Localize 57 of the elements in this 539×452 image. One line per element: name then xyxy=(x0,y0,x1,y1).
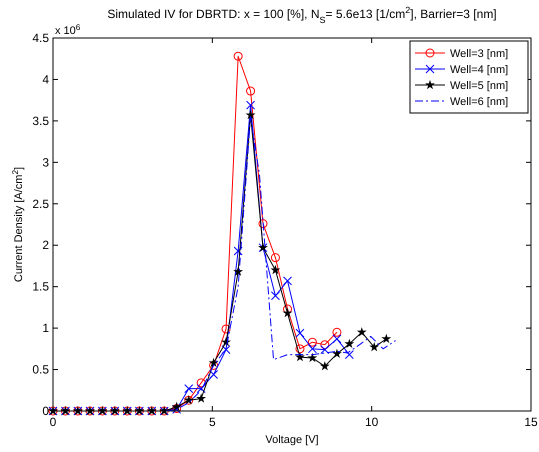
point xyxy=(308,344,317,354)
legend-label: Well=5 [nm] xyxy=(450,80,508,92)
legend-label: Well=3 [nm] xyxy=(450,48,508,60)
y-tick-label: 2 xyxy=(42,238,50,252)
point xyxy=(320,340,330,350)
point xyxy=(234,246,243,256)
point xyxy=(196,393,206,403)
point xyxy=(283,276,292,286)
y-tick-label: 0 xyxy=(42,404,50,418)
y-tick-label: 0.5 xyxy=(32,362,50,377)
x-tick-label: 10 xyxy=(364,415,379,429)
point xyxy=(258,219,268,228)
y-tick-label: 3.5 xyxy=(32,114,50,128)
y-tick-label: 3 xyxy=(42,155,50,170)
y-tick-label: 1.5 xyxy=(32,280,50,294)
point xyxy=(270,264,280,274)
x-axis-title: Voltage [V] xyxy=(265,434,319,446)
point xyxy=(222,345,231,354)
point xyxy=(320,361,330,370)
point xyxy=(209,370,218,380)
y-tick-label: 1 xyxy=(42,321,50,336)
point xyxy=(222,324,231,334)
point xyxy=(356,327,367,336)
x-tick-label: 15 xyxy=(524,415,538,429)
point xyxy=(332,328,342,337)
legend-label: Well=4 [nm] xyxy=(450,64,508,76)
text: x 10$^{6}$ xyxy=(55,22,81,37)
point xyxy=(307,352,318,362)
point xyxy=(184,384,194,394)
point xyxy=(332,334,342,344)
point xyxy=(332,348,342,358)
point xyxy=(270,291,280,300)
x-tick-label: 5 xyxy=(208,415,216,429)
point xyxy=(172,402,182,412)
point xyxy=(270,253,280,262)
legend-label: Well=6 [nm] xyxy=(450,96,508,108)
point xyxy=(233,266,244,276)
point xyxy=(344,338,354,348)
point xyxy=(344,350,354,360)
point xyxy=(369,342,380,352)
point xyxy=(295,344,304,354)
point xyxy=(295,328,304,338)
point xyxy=(308,338,317,347)
chart-title: Simulated IV for DBRTD: x = 100 [%], N$_{S}$= 5.6e13 [1/cm$^{2}$], Barrier=3 [nm] xyxy=(107,5,497,25)
point xyxy=(234,52,243,61)
point xyxy=(381,334,392,344)
point xyxy=(196,384,206,394)
point xyxy=(246,100,256,110)
point xyxy=(282,308,292,318)
y-tick-label: 4 xyxy=(42,72,50,86)
y-tick-label: 4.5 xyxy=(32,31,50,45)
point xyxy=(246,86,256,96)
point xyxy=(295,352,305,362)
point xyxy=(209,360,218,370)
point xyxy=(246,110,256,120)
y-tick-label: 2.5 xyxy=(32,196,50,211)
point xyxy=(320,345,330,354)
